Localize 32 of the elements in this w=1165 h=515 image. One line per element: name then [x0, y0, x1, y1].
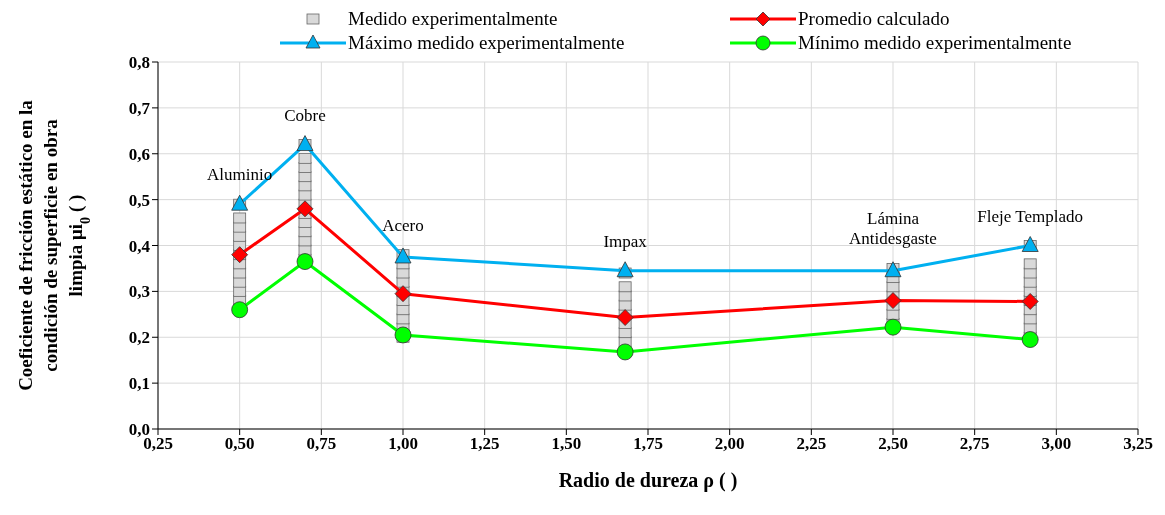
annotation: Impax [603, 231, 648, 251]
x-tick-label: 2,25 [796, 434, 827, 454]
y-tick-label: 0,8 [128, 53, 150, 73]
x-tick-label: 2,50 [878, 434, 908, 454]
legend-label: Medido experimentalmente [348, 8, 558, 30]
x-tick-label: 1,75 [633, 434, 663, 454]
annotation: Fleje Templado [977, 206, 1084, 226]
x-tick-label: 1,50 [551, 434, 582, 454]
x-axis-title: Radio de dureza ρ ( ) [558, 469, 738, 492]
x-tick-label: 1,00 [388, 434, 418, 454]
x-tick-label: 3,00 [1041, 434, 1072, 454]
y-tick-label: 0,3 [128, 282, 150, 302]
y-tick-label: 0,6 [128, 144, 150, 164]
x-tick-label: 0,50 [224, 434, 255, 454]
y-tick-label: 0,7 [128, 98, 151, 118]
annotation: Lámina Antidesgaste [849, 209, 937, 249]
y-tick-label: 0,1 [128, 374, 150, 394]
y-tick-label: 0,4 [128, 236, 151, 256]
x-tick-label: 3,25 [1123, 434, 1153, 454]
x-tick-label: 0,25 [143, 434, 173, 454]
annotation: Acero [382, 215, 424, 235]
annotation: Cobre [284, 105, 326, 125]
x-tick-label: 2,75 [959, 434, 990, 454]
x-tick-label: 0,75 [306, 434, 337, 454]
x-tick-label: 2,00 [714, 434, 745, 454]
legend-label: Mínimo medido experimentalmente [798, 32, 1072, 54]
y-tick-label: 0,2 [128, 328, 150, 348]
x-tick-label: 1,25 [469, 434, 500, 454]
legend-label: Promedio calculado [798, 8, 950, 30]
legend-label: Máximo medido experimentalmente [348, 32, 625, 54]
annotation: Aluminio [207, 165, 273, 185]
y-tick-label: 0,5 [128, 190, 150, 210]
